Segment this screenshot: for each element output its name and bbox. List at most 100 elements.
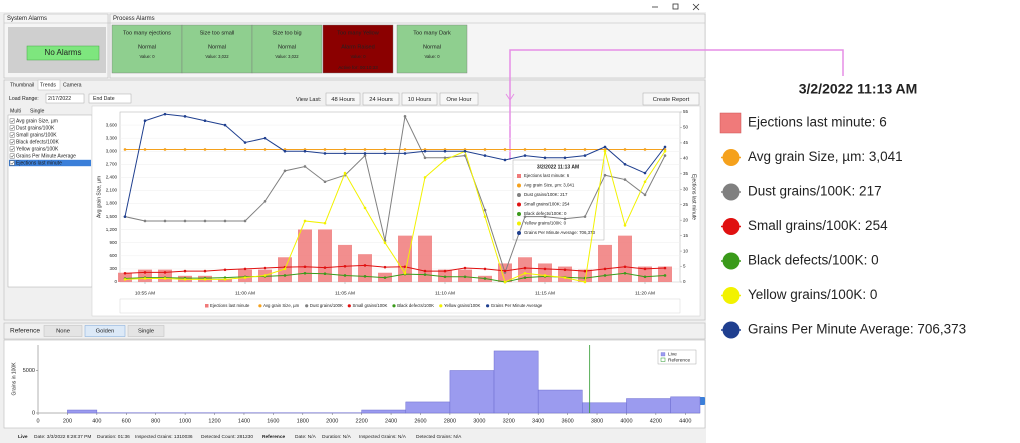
- point: [503, 158, 507, 162]
- point: [383, 265, 387, 269]
- view-button[interactable]: [439, 92, 479, 106]
- y-axis-title: Grains in 100K: [11, 362, 17, 396]
- checkbox[interactable]: [9, 125, 15, 131]
- point: [343, 152, 347, 155]
- view-button-label[interactable]: 10 Hours: [408, 97, 432, 103]
- y-tick-label: 3,300: [106, 135, 118, 140]
- series-list-item[interactable]: Yellow grains/100K: [16, 146, 59, 152]
- series-list-item[interactable]: Grains Per Minute Average: [16, 153, 76, 159]
- point: [223, 278, 227, 281]
- series-list-item[interactable]: Ejections last minute: [16, 160, 62, 166]
- x-tick-label: 1800: [297, 418, 309, 424]
- reference-button[interactable]: [127, 325, 165, 337]
- y-tick-label: 3,600: [106, 122, 118, 127]
- point: [343, 274, 347, 277]
- series-list: [7, 114, 93, 288]
- start-date-box[interactable]: [45, 93, 85, 104]
- legend-swatch: [205, 304, 209, 308]
- tooltip-swatch: [722, 287, 740, 304]
- checkbox[interactable]: [9, 160, 15, 166]
- point: [443, 158, 447, 162]
- view-button-label[interactable]: One Hour: [446, 97, 471, 103]
- close[interactable]: [692, 3, 700, 11]
- point: [663, 266, 667, 270]
- point: [663, 149, 667, 153]
- point: [543, 156, 547, 160]
- tab[interactable]: Thumbnail: [10, 82, 34, 88]
- create-report-button[interactable]: [642, 92, 700, 106]
- view-button-label[interactable]: 48 Hours: [331, 97, 355, 103]
- checkbox[interactable]: [9, 153, 15, 159]
- bar: [318, 229, 332, 282]
- point: [303, 265, 307, 269]
- window-controls[interactable]: [652, 3, 700, 11]
- point: [623, 224, 627, 227]
- checkbox[interactable]: [9, 146, 15, 152]
- alarm-tile[interactable]: [251, 24, 323, 74]
- label: Load Range:: [9, 96, 39, 102]
- active-tab[interactable]: [37, 79, 61, 91]
- x-tick-label: 3000: [473, 418, 485, 424]
- legend-swatch: [258, 304, 262, 308]
- point: [523, 266, 527, 270]
- reference-button-label[interactable]: Golden: [96, 329, 115, 335]
- bar: [598, 244, 612, 282]
- point: [623, 265, 627, 269]
- point: [523, 148, 527, 151]
- series-list-item[interactable]: Avg grain Size, µm: [16, 118, 58, 124]
- alarm-tile[interactable]: [181, 24, 253, 74]
- list-tab[interactable]: Multi: [10, 108, 21, 114]
- checkbox[interactable]: [9, 132, 15, 138]
- x-tick-label: 2400: [385, 418, 397, 424]
- reference-button-label[interactable]: None: [56, 329, 70, 335]
- tab[interactable]: Camera: [63, 82, 82, 88]
- reference-button[interactable]: [43, 325, 83, 337]
- view-button[interactable]: [325, 92, 361, 106]
- checkbox[interactable]: [9, 139, 15, 145]
- point: [563, 156, 567, 160]
- create-report-label[interactable]: Create Report: [653, 97, 690, 103]
- legend-swatch: [392, 304, 396, 308]
- maximize[interactable]: [672, 3, 679, 10]
- point: [183, 148, 187, 151]
- alarm-tile[interactable]: [396, 24, 468, 74]
- tab[interactable]: Trends: [40, 82, 56, 88]
- alarm-title: Too many Yellow: [337, 30, 380, 36]
- series-list-item[interactable]: Small grains/100K: [16, 132, 57, 138]
- x-tick-label: 11:10 AM: [435, 290, 455, 296]
- alarm-tile[interactable]: [322, 24, 394, 74]
- tooltip-item: Ejections last minute: 6: [748, 115, 887, 130]
- list-tab[interactable]: Single: [30, 108, 45, 114]
- status-item: Date: N/A: [295, 434, 317, 440]
- y2-tick-label: 55: [683, 109, 689, 114]
- reference-button-label[interactable]: Single: [138, 329, 154, 335]
- y-axis-title: Avg grain Size, µm: [96, 176, 102, 218]
- tooltip-swatch: [517, 231, 521, 235]
- point: [203, 269, 207, 273]
- view-button-label[interactable]: 24 Hours: [369, 97, 393, 103]
- legend-label: Avg grain Size, µm: [263, 303, 299, 308]
- point: [283, 169, 287, 173]
- point: [443, 149, 447, 153]
- chart-tooltip-item: Grains Per Minute Average: 706,373: [524, 230, 596, 235]
- chart-tooltip-item: Ejections last minute: 6: [524, 173, 570, 178]
- point: [543, 148, 547, 151]
- checkbox[interactable]: [9, 118, 15, 124]
- view-button[interactable]: [401, 92, 438, 106]
- trend-legend-box: [119, 298, 681, 314]
- point: [443, 156, 447, 160]
- tooltip-item: Dust grains/100K: 217: [748, 184, 882, 199]
- point: [623, 163, 627, 166]
- alarm-value: Value: 0: [139, 54, 155, 59]
- series-line: [124, 150, 666, 283]
- x-tick-label: 4200: [650, 418, 662, 424]
- reference-button[interactable]: [84, 325, 126, 337]
- series-list-item[interactable]: Dust grains/100K: [16, 125, 55, 131]
- point: [483, 154, 487, 157]
- series-list-item[interactable]: Black defects/100K: [16, 139, 59, 145]
- point: [563, 268, 567, 272]
- view-button[interactable]: [362, 92, 400, 106]
- end-date-box[interactable]: [88, 93, 132, 104]
- point: [363, 148, 367, 151]
